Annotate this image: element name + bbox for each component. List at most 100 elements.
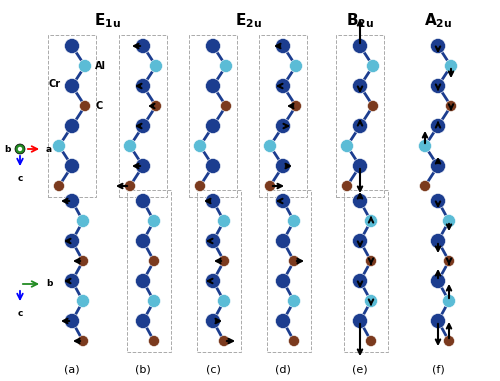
Circle shape: [442, 215, 456, 227]
Text: $\mathbf{B_{2u}}$: $\mathbf{B_{2u}}$: [346, 11, 374, 30]
Circle shape: [276, 158, 290, 173]
Circle shape: [290, 101, 302, 112]
Circle shape: [352, 118, 368, 133]
Circle shape: [264, 181, 276, 192]
Circle shape: [206, 234, 220, 248]
Circle shape: [124, 139, 136, 152]
Circle shape: [136, 314, 150, 328]
Circle shape: [430, 158, 446, 173]
Circle shape: [64, 234, 80, 248]
Bar: [266, 190, 310, 352]
Text: (a): (a): [64, 364, 80, 374]
Text: Al: Al: [95, 61, 106, 71]
Circle shape: [136, 194, 150, 208]
Circle shape: [352, 234, 368, 248]
Circle shape: [218, 215, 230, 227]
Bar: [259, 35, 307, 197]
Circle shape: [136, 78, 150, 93]
Text: b: b: [4, 144, 11, 154]
Bar: [196, 190, 240, 352]
Circle shape: [206, 158, 220, 173]
Circle shape: [418, 139, 432, 152]
Circle shape: [136, 234, 150, 248]
Circle shape: [194, 181, 205, 192]
Circle shape: [430, 194, 446, 208]
Circle shape: [276, 118, 290, 133]
Circle shape: [340, 139, 353, 152]
Circle shape: [444, 59, 458, 72]
Circle shape: [80, 101, 90, 112]
Circle shape: [364, 295, 378, 307]
Circle shape: [148, 215, 160, 227]
Circle shape: [76, 295, 90, 307]
Circle shape: [78, 59, 92, 72]
Circle shape: [78, 336, 88, 346]
Circle shape: [206, 314, 220, 328]
Circle shape: [352, 78, 368, 93]
Circle shape: [136, 38, 150, 53]
Circle shape: [368, 101, 378, 112]
Circle shape: [352, 314, 368, 328]
Circle shape: [220, 59, 232, 72]
Circle shape: [218, 295, 230, 307]
Text: $\mathbf{E_{1u}}$: $\mathbf{E_{1u}}$: [94, 11, 121, 30]
Circle shape: [442, 295, 456, 307]
Circle shape: [64, 38, 80, 53]
Text: (e): (e): [352, 364, 368, 374]
Circle shape: [352, 38, 368, 53]
Circle shape: [446, 101, 456, 112]
Circle shape: [206, 38, 220, 53]
Text: b: b: [46, 280, 52, 288]
Circle shape: [220, 101, 232, 112]
Circle shape: [64, 78, 80, 93]
Circle shape: [430, 38, 446, 53]
Text: Cr: Cr: [49, 79, 61, 89]
Circle shape: [64, 158, 80, 173]
Circle shape: [136, 158, 150, 173]
Circle shape: [366, 59, 380, 72]
Circle shape: [218, 256, 230, 266]
Circle shape: [430, 274, 446, 288]
Circle shape: [444, 336, 454, 346]
Circle shape: [276, 234, 290, 248]
Circle shape: [430, 234, 446, 248]
Text: C: C: [95, 101, 102, 111]
Bar: [189, 35, 237, 197]
Circle shape: [52, 139, 66, 152]
Circle shape: [430, 118, 446, 133]
Circle shape: [206, 78, 220, 93]
Circle shape: [264, 139, 276, 152]
Circle shape: [366, 336, 376, 346]
Circle shape: [276, 194, 290, 208]
Text: (f): (f): [432, 364, 444, 374]
Circle shape: [124, 181, 136, 192]
Circle shape: [288, 336, 300, 346]
Circle shape: [64, 194, 80, 208]
Circle shape: [148, 256, 160, 266]
Circle shape: [420, 181, 430, 192]
Circle shape: [64, 118, 80, 133]
Circle shape: [342, 181, 352, 192]
Circle shape: [352, 194, 368, 208]
Circle shape: [288, 215, 300, 227]
Circle shape: [206, 118, 220, 133]
Circle shape: [352, 158, 368, 173]
Circle shape: [430, 314, 446, 328]
Circle shape: [364, 215, 378, 227]
Bar: [336, 35, 384, 197]
Text: (d): (d): [275, 364, 291, 374]
Circle shape: [150, 59, 162, 72]
Circle shape: [276, 314, 290, 328]
Circle shape: [148, 336, 160, 346]
Circle shape: [352, 274, 368, 288]
Circle shape: [64, 314, 80, 328]
Circle shape: [194, 139, 206, 152]
Circle shape: [206, 194, 220, 208]
Circle shape: [444, 256, 454, 266]
Text: $\mathbf{A_{2u}}$: $\mathbf{A_{2u}}$: [424, 11, 452, 30]
Text: (c): (c): [206, 364, 220, 374]
Bar: [126, 190, 170, 352]
Circle shape: [276, 78, 290, 93]
Bar: [344, 190, 388, 352]
Text: c: c: [18, 309, 22, 318]
